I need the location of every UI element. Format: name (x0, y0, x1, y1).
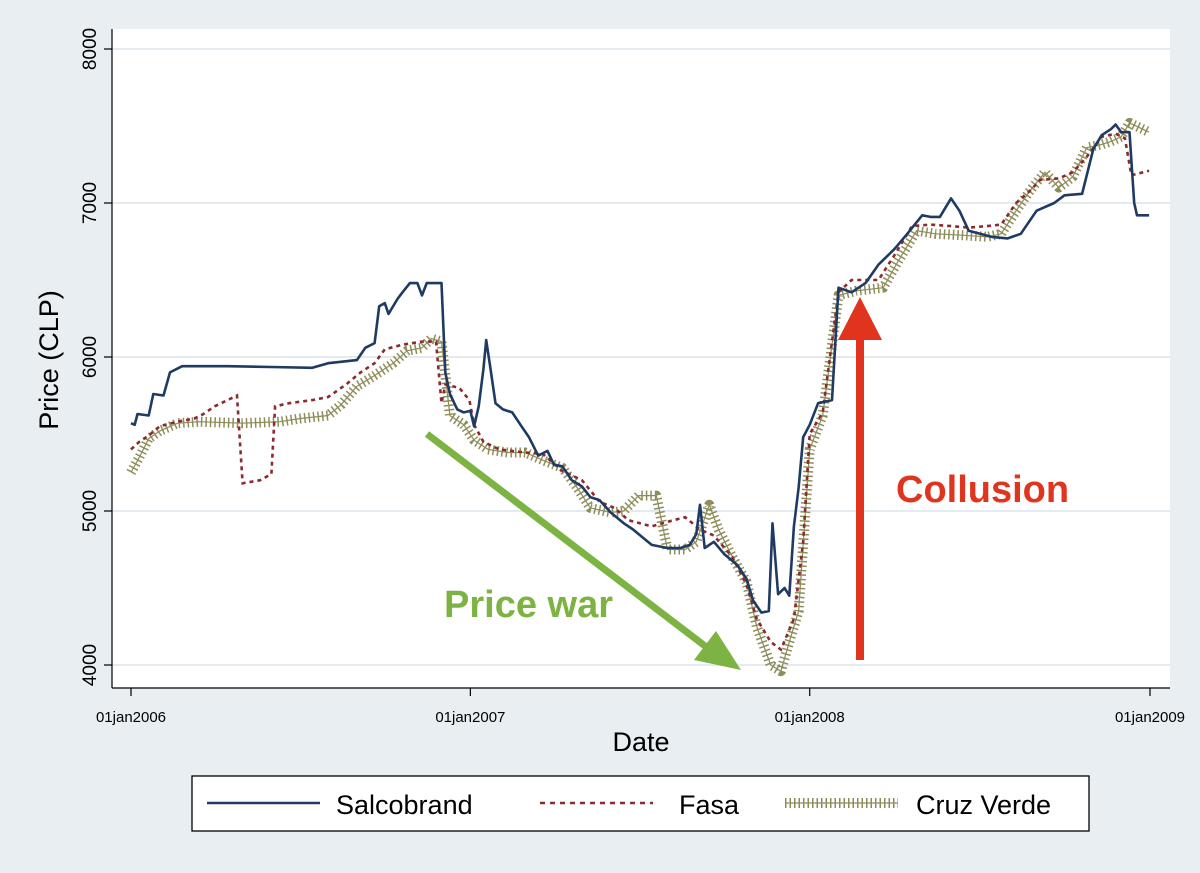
y-axis-title: Price (CLP) (34, 290, 64, 430)
axes (111, 29, 1170, 689)
price-war-arrow-shaft (424, 431, 708, 649)
legend: Salcobrand Fasa Cruz Verde (191, 775, 1090, 832)
x-tick-label: 01jan2008 (775, 709, 845, 726)
collusion-arrow-head (838, 297, 882, 340)
y-tick-label: 4000 (80, 644, 101, 686)
legend-label-fasa: Fasa (679, 790, 740, 820)
x-tick-label: 01jan2006 (96, 709, 166, 726)
collusion-label: Collusion (896, 469, 1069, 511)
y-tick-label: 6000 (80, 336, 101, 378)
series-group (126, 117, 1152, 677)
series-line-salcobrand (130, 123, 1150, 614)
legend-label-salcobrand: Salcobrand (336, 790, 473, 820)
tick-marks: 4000 5000 6000 7000 8000 01jan2006 01jan2007 01… (80, 28, 1185, 726)
y-tick-label: 5000 (80, 490, 101, 532)
price-war-annotation: Price war (424, 431, 741, 670)
y-tick-label: 7000 (80, 182, 101, 224)
series-line-fasa (130, 132, 1150, 652)
series-line-cruz-verde-core (130, 122, 1150, 673)
legend-label-cruz-verde: Cruz Verde (916, 790, 1051, 820)
plot-area (112, 29, 1170, 688)
gridlines (112, 48, 1170, 666)
x-axis-title: Date (612, 727, 669, 757)
x-tick-label: 01jan2009 (1115, 709, 1185, 726)
collusion-annotation: Collusion (838, 297, 1069, 660)
y-tick-label: 8000 (80, 28, 101, 70)
price-war-label: Price war (444, 584, 613, 626)
x-tick-label: 01jan2007 (435, 709, 505, 726)
price-war-arrow-head (694, 631, 741, 670)
